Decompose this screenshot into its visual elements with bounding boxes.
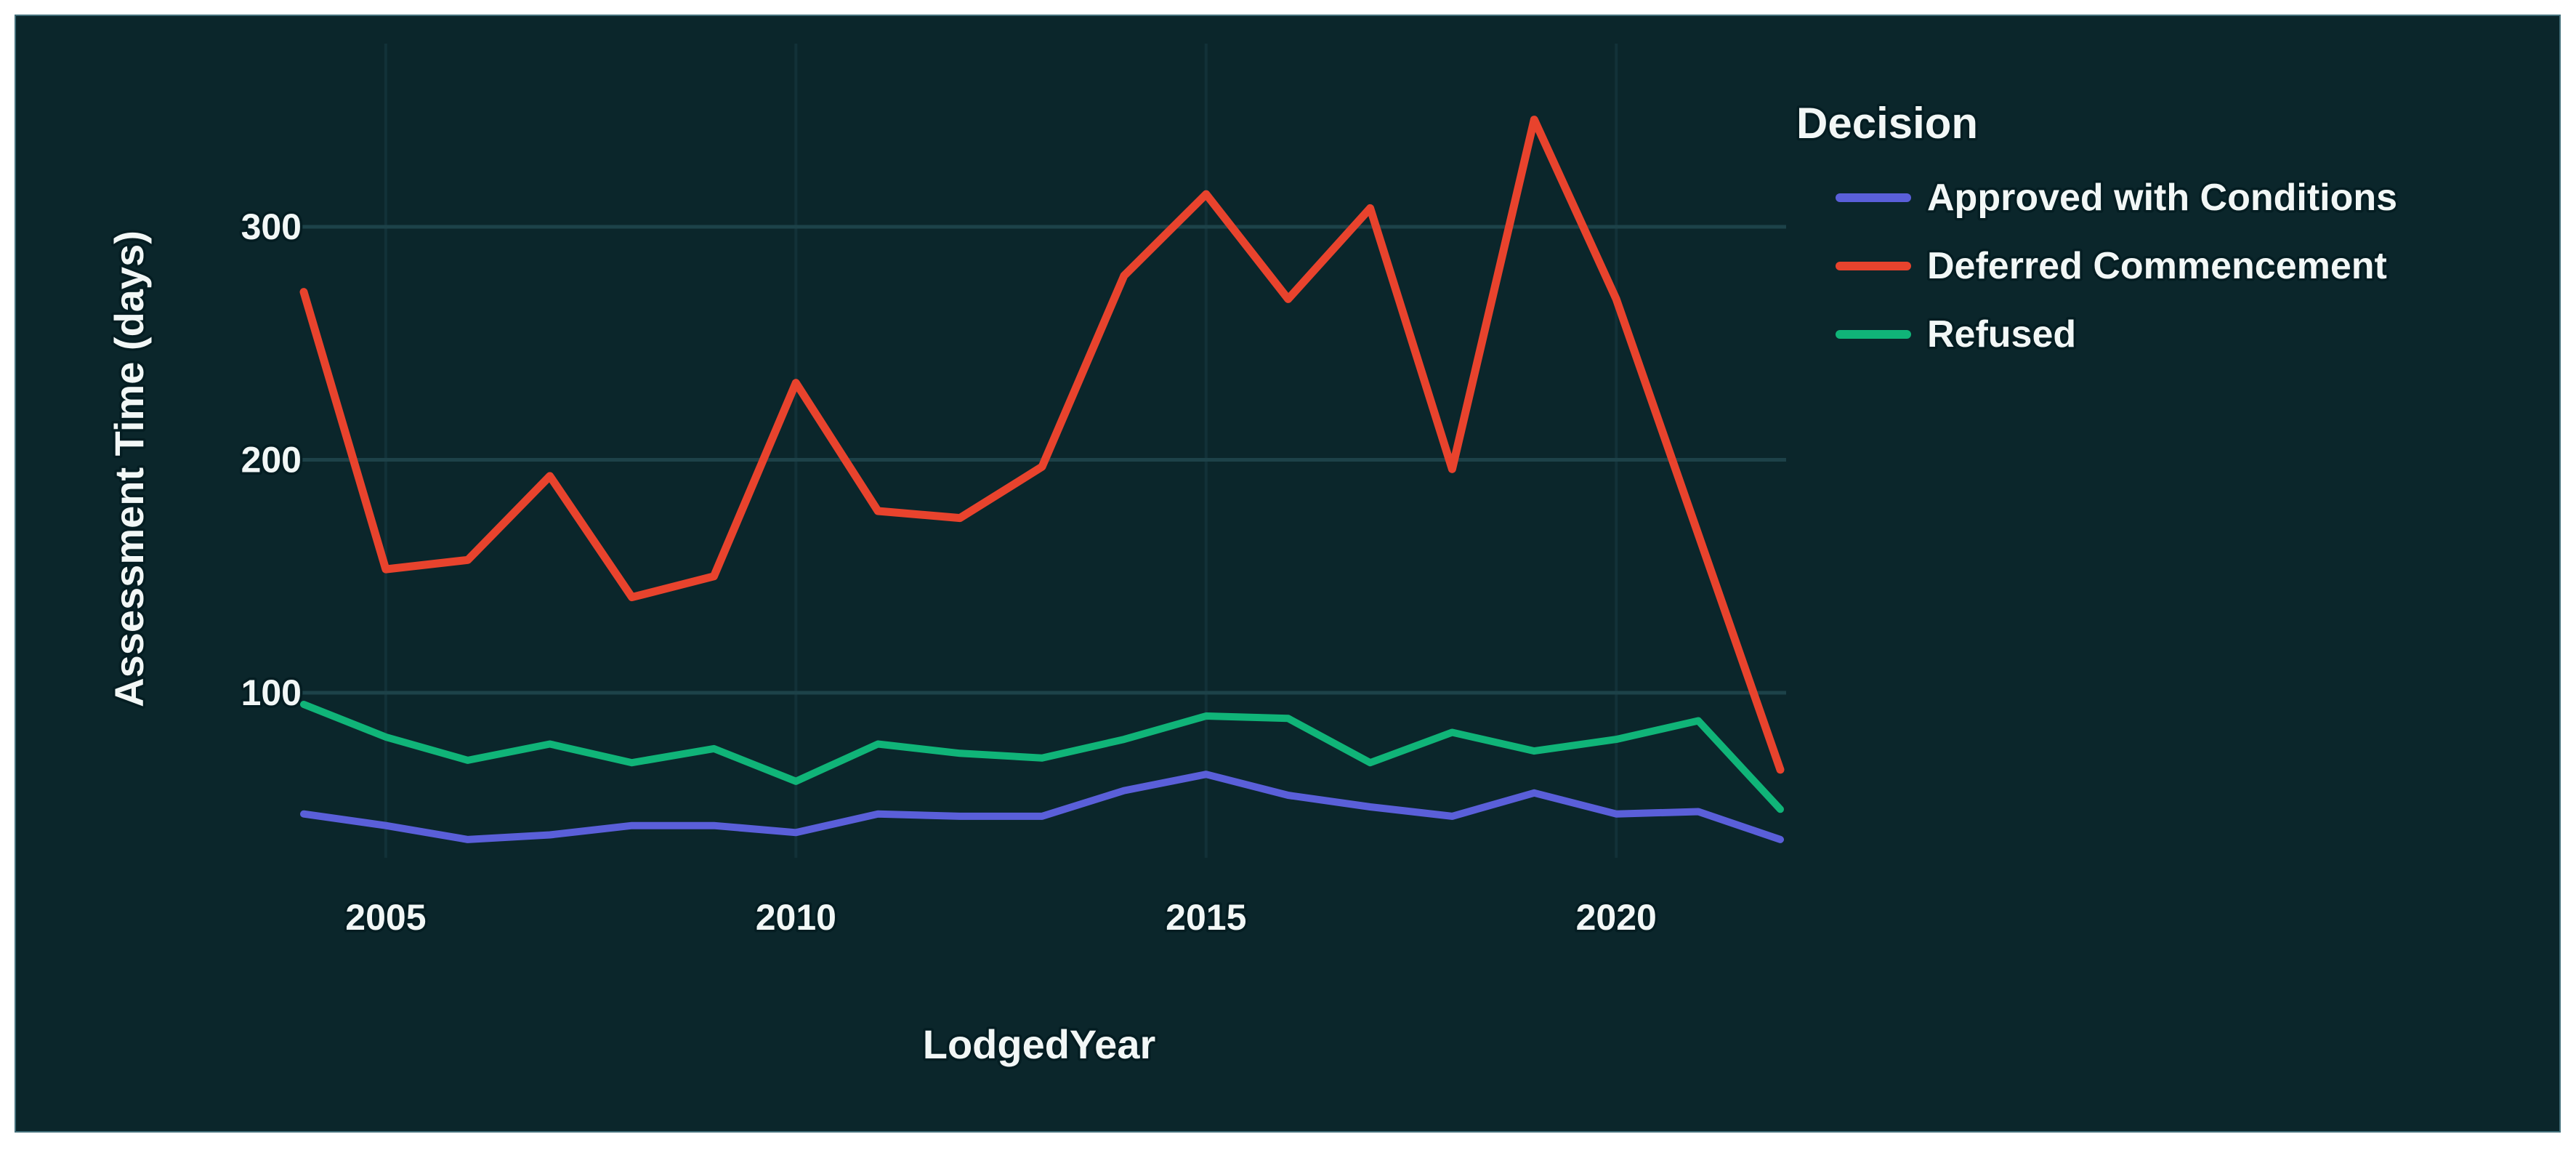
legend-item-label: Deferred Commencement [1927, 245, 2387, 287]
legend-item-label: Refused [1927, 313, 2076, 355]
legend-title: Decision [1796, 99, 1978, 148]
legend-item-label: Approved with Conditions [1927, 177, 2397, 219]
x-tick-2015: 2015 [1166, 897, 1246, 938]
y-tick-300: 300 [241, 206, 302, 247]
x-tick-2010: 2010 [756, 897, 836, 938]
legend: Approved with Conditions Deferred Commenc… [1836, 174, 2400, 358]
x-axis-title: LodgedYear [923, 1021, 1156, 1067]
series-line-deferred-commencement [299, 116, 1785, 774]
y-tick-200: 200 [241, 440, 302, 480]
x-tick-2020: 2020 [1576, 897, 1657, 938]
horizontal-gridlines [294, 225, 1786, 695]
y-axis-title: Assessment Time (days) [106, 230, 152, 707]
chart-panel [15, 15, 2561, 1133]
series-line-approved-with-conditions [300, 771, 1784, 843]
legend-item-refused[interactable]: Refused [1836, 311, 2079, 358]
x-tick-2005: 2005 [345, 897, 426, 938]
y-tick-100: 100 [241, 672, 302, 713]
y-axis-tick-labels: 100 200 300 [238, 204, 304, 716]
legend-item-approved-with-conditions[interactable]: Approved with Conditions [1836, 174, 2400, 222]
legend-item-deferred-commencement[interactable]: Deferred Commencement [1836, 243, 2389, 290]
series-line-refused [300, 701, 1784, 813]
vertical-gridlines [384, 44, 1618, 858]
series-lines [299, 116, 1785, 843]
x-axis-tick-labels: 2005 2010 2015 2020 [343, 895, 1660, 941]
